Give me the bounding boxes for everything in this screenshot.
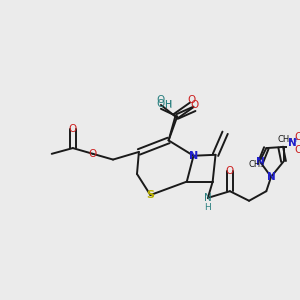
Text: N: N <box>267 172 275 182</box>
Text: N: N <box>204 193 212 203</box>
Text: O: O <box>188 95 196 105</box>
Text: O: O <box>157 99 165 109</box>
Text: O: O <box>190 100 199 110</box>
Text: O: O <box>295 145 300 155</box>
Text: O: O <box>89 149 97 159</box>
Text: S: S <box>146 190 154 200</box>
Text: H: H <box>205 203 211 212</box>
Text: N: N <box>256 158 265 167</box>
Text: O: O <box>295 132 300 142</box>
Text: O: O <box>226 166 234 176</box>
Text: H: H <box>164 100 171 109</box>
Text: +: + <box>292 137 298 143</box>
Text: O: O <box>157 95 165 105</box>
Text: N: N <box>189 151 198 161</box>
Text: H: H <box>165 100 172 110</box>
Text: CH₃: CH₃ <box>278 135 293 144</box>
Text: N: N <box>288 138 296 148</box>
Text: CH₃: CH₃ <box>249 160 265 169</box>
Text: O: O <box>69 124 77 134</box>
